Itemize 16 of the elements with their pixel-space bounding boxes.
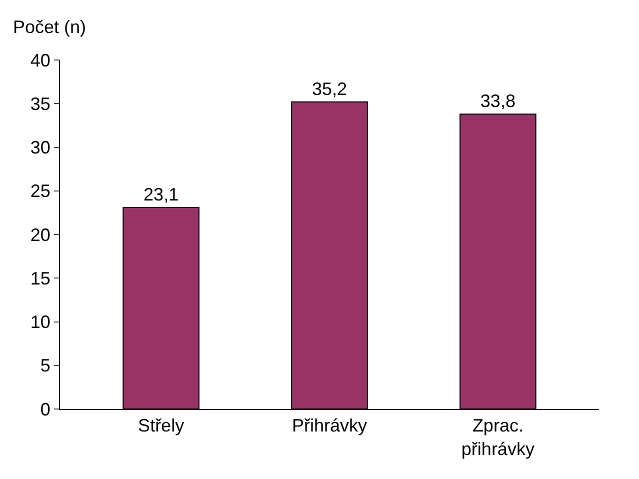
x-tick-label: Střely xyxy=(138,416,184,436)
data-label: 33,8 xyxy=(480,91,516,112)
y-tick-label: 30 xyxy=(30,138,50,158)
y-tick-label: 20 xyxy=(30,224,50,245)
y-tick-label: 40 xyxy=(30,50,50,70)
y-axis-title: Počet (n) xyxy=(13,17,86,37)
x-tick-label: Přihrávky xyxy=(292,416,368,436)
y-tick-label: 35 xyxy=(30,94,50,114)
data-label: 23,1 xyxy=(144,184,179,204)
y-tick-label: 0 xyxy=(40,399,50,420)
y-tick-label: 15 xyxy=(30,268,50,288)
y-tick-label: 5 xyxy=(40,356,50,376)
y-tick-label: 10 xyxy=(30,312,50,332)
x-tick-label: Zprac. přihrávky xyxy=(461,416,534,459)
y-tick-label: 25 xyxy=(30,181,50,202)
data-label: 35,2 xyxy=(312,78,348,99)
